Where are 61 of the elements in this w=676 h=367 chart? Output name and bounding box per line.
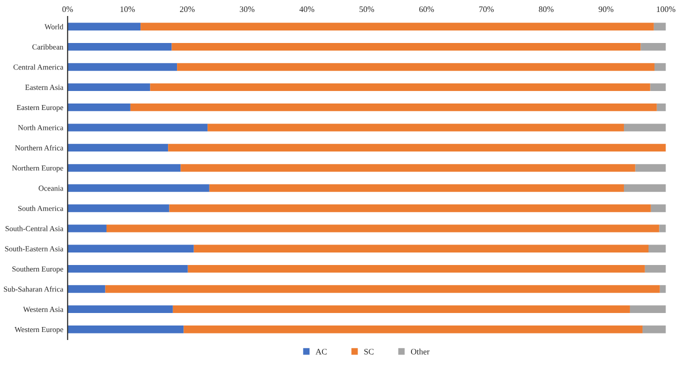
bar <box>656 104 666 112</box>
bar <box>177 63 654 71</box>
bar <box>68 305 173 314</box>
x-tick-label: 30% <box>240 6 254 12</box>
bar <box>624 184 666 192</box>
bar <box>68 264 188 273</box>
x-tick-label: 90% <box>598 6 614 12</box>
bar <box>68 326 184 334</box>
bar <box>68 204 170 212</box>
x-tick-label: 10% <box>120 6 135 12</box>
bar <box>105 285 660 293</box>
bar <box>188 264 645 273</box>
legend-label: Other <box>410 348 430 354</box>
bar <box>644 264 666 273</box>
bar <box>650 204 666 212</box>
bar <box>68 104 130 112</box>
x-tick-label: 60% <box>419 6 434 12</box>
bar <box>68 22 141 30</box>
bar <box>209 184 624 192</box>
bar <box>68 124 208 132</box>
bar <box>68 42 172 51</box>
bar <box>624 124 666 132</box>
bar <box>68 184 210 192</box>
bar <box>168 144 666 152</box>
legend-label: AC <box>316 348 327 354</box>
bar <box>130 104 657 112</box>
bar <box>660 285 666 293</box>
bar <box>68 164 181 172</box>
bar <box>68 63 178 71</box>
bar <box>208 124 624 132</box>
bar <box>172 42 641 51</box>
bar <box>106 224 660 232</box>
bar <box>654 22 666 30</box>
bar <box>68 244 194 252</box>
bar <box>630 305 666 314</box>
bar <box>642 326 666 334</box>
bar <box>150 83 650 91</box>
bar <box>68 285 106 293</box>
bar <box>650 83 666 91</box>
bar <box>640 42 666 51</box>
bar <box>68 224 106 232</box>
bar <box>184 326 643 334</box>
bar <box>648 244 666 252</box>
bar <box>68 144 168 152</box>
x-tick-label: 100% <box>656 6 676 12</box>
x-tick-label: 80% <box>538 6 554 12</box>
x-tick-label: 70% <box>479 6 494 12</box>
bar <box>68 83 150 91</box>
x-tick-label: 0% <box>62 6 73 12</box>
bar <box>635 164 666 172</box>
x-tick-label: 40% <box>299 6 314 12</box>
bar <box>172 305 630 314</box>
bar <box>654 63 666 71</box>
bar <box>180 164 636 172</box>
bar <box>140 22 654 30</box>
bar <box>169 204 651 212</box>
bar <box>194 244 649 252</box>
x-tick-label: 50% <box>360 6 374 12</box>
bar <box>659 224 666 232</box>
legend-label: SC <box>364 348 374 354</box>
x-tick-label: 20% <box>180 6 195 12</box>
